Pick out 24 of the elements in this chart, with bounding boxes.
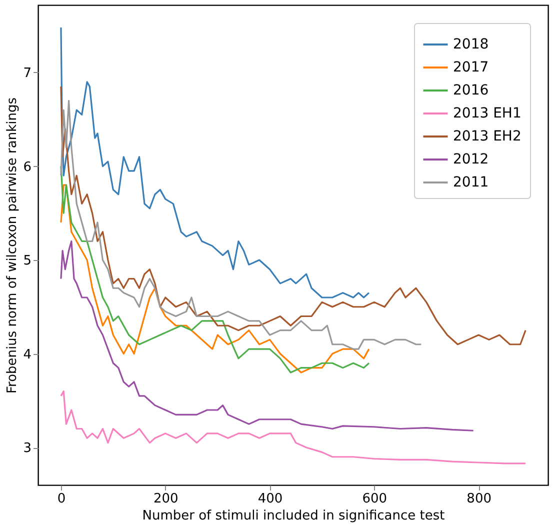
- x-tick-label: 200: [153, 492, 178, 506]
- y-tick-label: 3: [23, 441, 32, 456]
- x-tick-label: 800: [466, 492, 492, 506]
- x-tick-label: 400: [258, 492, 283, 506]
- legend-label: 2018: [453, 36, 489, 52]
- legend-label: 2017: [453, 60, 489, 76]
- legend-label: 2016: [453, 82, 489, 98]
- y-tick-label: 6: [23, 160, 32, 175]
- x-tick-label: 0: [57, 492, 66, 506]
- line-series: [60, 390, 526, 464]
- x-axis-title: Number of stimuli included in significance test: [142, 508, 445, 524]
- line-series: [60, 100, 422, 350]
- legend-label: 2012: [453, 152, 489, 168]
- y-tick-label: 5: [23, 254, 32, 268]
- legend-label: 2013 EH2: [453, 128, 522, 144]
- legend-label: 2011: [453, 174, 489, 190]
- x-tick-label: 600: [362, 492, 388, 506]
- y-axis-title: Frobenius norm of wilcoxon pairwise rankings: [5, 97, 20, 394]
- line-series: [60, 26, 370, 298]
- legend-label: 2013 EH1: [453, 106, 522, 122]
- line-series: [60, 240, 474, 432]
- y-tick-label: 4: [23, 347, 32, 362]
- line-series: [60, 86, 526, 346]
- y-tick-label: 7: [23, 66, 32, 81]
